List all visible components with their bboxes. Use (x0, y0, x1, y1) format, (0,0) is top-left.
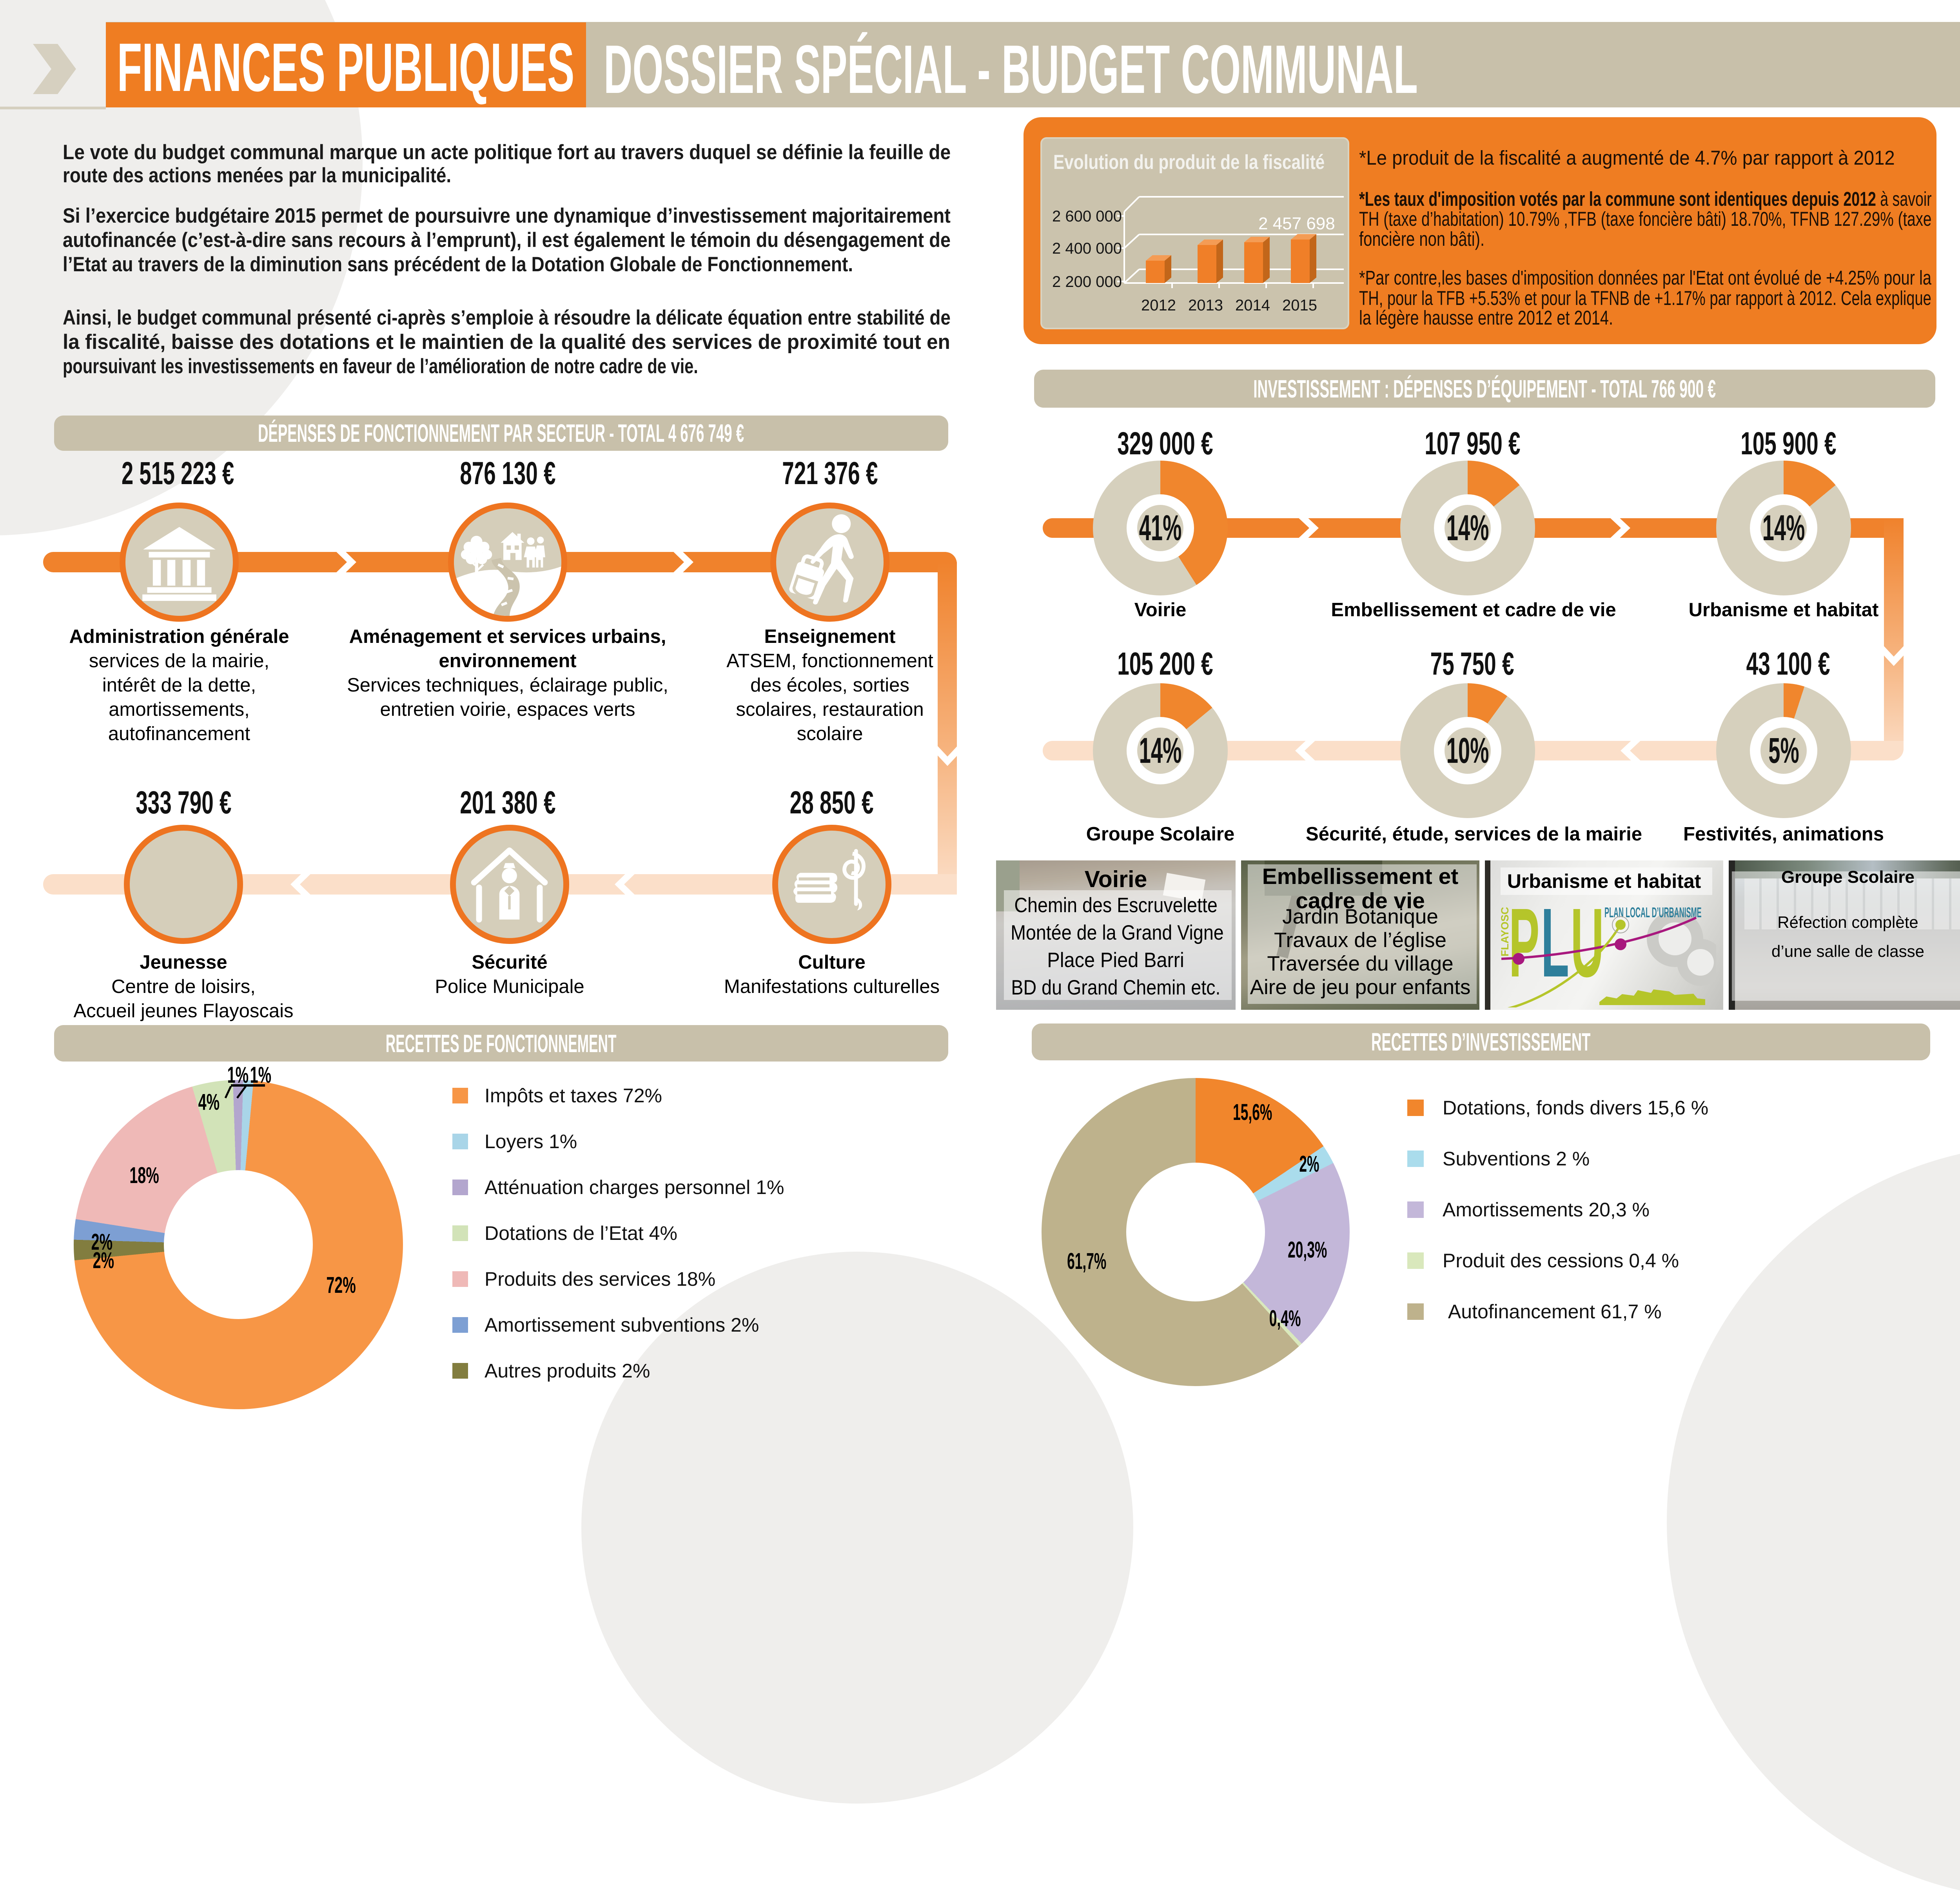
svg-text:2015: 2015 (1282, 297, 1317, 314)
svg-text:2 200 000: 2 200 000 (1052, 273, 1122, 290)
svg-text:2 457 698: 2 457 698 (1258, 214, 1335, 233)
svg-text:FLAYOSC: FLAYOSC (1499, 907, 1511, 956)
svg-text:2 400 000: 2 400 000 (1052, 240, 1122, 257)
svg-text:2014: 2014 (1235, 297, 1270, 314)
svg-text:2012: 2012 (1141, 297, 1176, 314)
svg-text:2 600 000: 2 600 000 (1052, 208, 1122, 225)
svg-text:PLAN LOCAL D’URBANISME: PLAN LOCAL D’URBANISME (1604, 905, 1702, 920)
svg-text:2013: 2013 (1188, 297, 1223, 314)
svg-text:PLU: PLU (1509, 898, 1605, 998)
